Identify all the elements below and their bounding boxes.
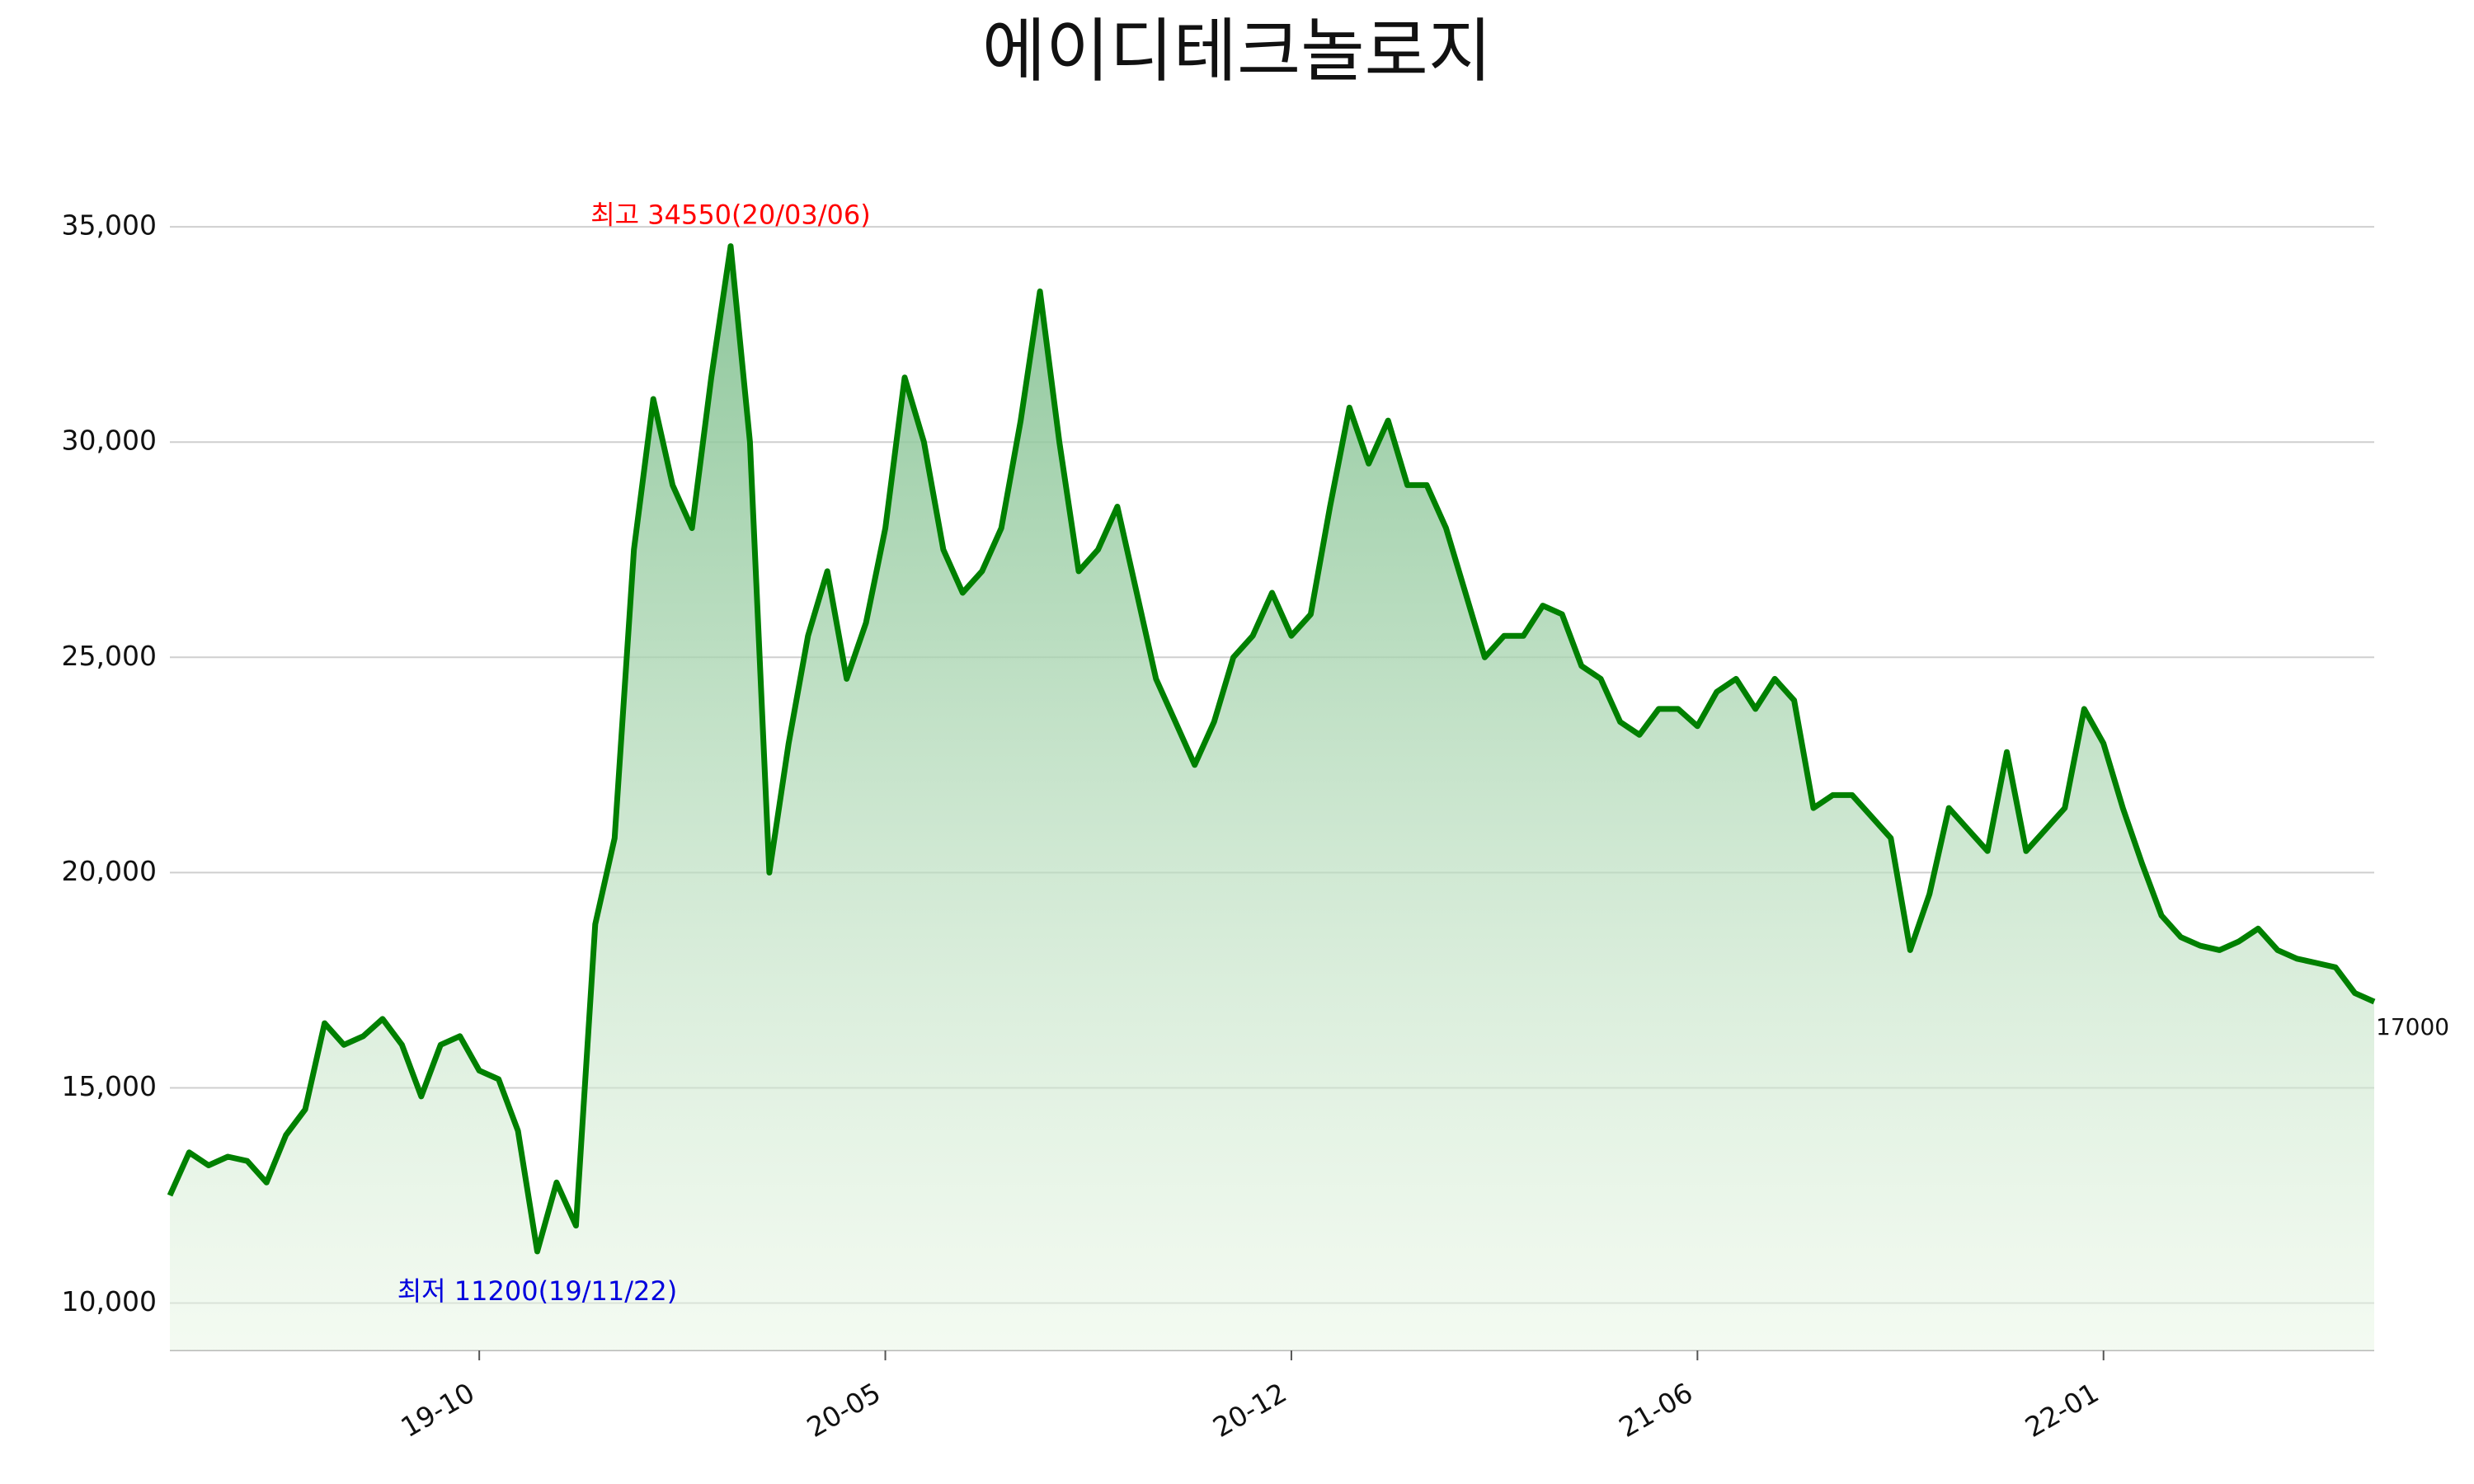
y-tick-label: 35,000 bbox=[62, 209, 157, 242]
last-value-label: 17000 bbox=[2376, 1013, 2449, 1040]
x-tick-label: 21-06 bbox=[1614, 1376, 1699, 1444]
x-tick-label: 20-12 bbox=[1207, 1376, 1292, 1444]
y-tick-label: 10,000 bbox=[62, 1285, 157, 1317]
y-tick-label: 30,000 bbox=[62, 425, 157, 457]
y-tick-label: 15,000 bbox=[62, 1070, 157, 1102]
x-tick-label: 20-05 bbox=[802, 1376, 887, 1444]
max-annotation: 최고 34550(20/03/06) bbox=[590, 200, 871, 231]
min-annotation: 최저 11200(19/11/22) bbox=[397, 1275, 678, 1307]
price-line bbox=[167, 243, 2376, 1255]
chart-title: 에이디테크놀로지 bbox=[982, 11, 1492, 92]
x-tick-label: 22-01 bbox=[2020, 1376, 2105, 1444]
y-tick-label: 25,000 bbox=[62, 640, 157, 672]
area bbox=[170, 246, 2374, 1351]
y-tick-label: 20,000 bbox=[62, 855, 157, 887]
x-tick-label: 19-10 bbox=[395, 1376, 480, 1444]
